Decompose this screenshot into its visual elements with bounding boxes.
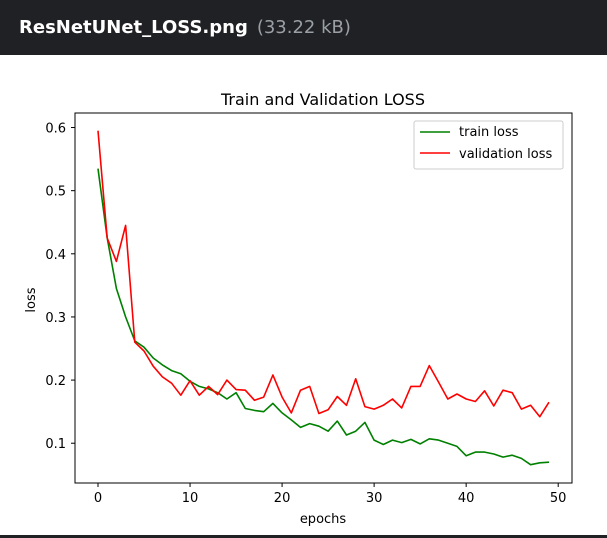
- train-loss-line: [97, 168, 550, 466]
- y-axis-label: loss: [24, 287, 39, 312]
- x-tick-label: 50: [550, 491, 567, 506]
- loss-chart: Train and Validation LOSS epochs loss 0 1…: [24, 90, 573, 527]
- image-title-bar: ResNetUNet_LOSS.png (33.22 kB): [0, 0, 607, 55]
- file-size: (33.22 kB): [256, 17, 351, 38]
- validation-loss-line: [97, 130, 550, 418]
- legend-box: [413, 120, 564, 170]
- file-name: ResNetUNet_LOSS.png: [19, 17, 248, 38]
- y-tick-label: 0.1: [45, 437, 66, 452]
- x-tick-label: 30: [366, 491, 383, 506]
- plot-area-frame: [74, 112, 573, 484]
- x-tick-label: 40: [458, 491, 475, 506]
- y-tick-label: 0.5: [45, 185, 66, 200]
- legend-label-validation: validation loss: [459, 147, 552, 162]
- y-tick-label: 0.4: [45, 248, 66, 263]
- y-tick-label: 0.6: [45, 122, 66, 137]
- series-lines: [97, 130, 550, 466]
- legend-label-train: train loss: [459, 125, 519, 140]
- y-tick-label: 0.3: [45, 311, 66, 326]
- x-tick-label: 20: [274, 491, 291, 506]
- x-tick-label: 0: [94, 491, 102, 506]
- x-axis-label: epochs: [300, 512, 347, 527]
- x-tick-label: 10: [182, 491, 199, 506]
- chart-title: Train and Validation LOSS: [220, 90, 425, 109]
- legend: train loss validation loss: [413, 120, 564, 170]
- axis-ticks: 0 10 20 30 40 50 0.1 0.2 0.3 0.4 0.5 0.6: [45, 122, 566, 506]
- y-tick-label: 0.2: [45, 374, 66, 389]
- bottom-border: [0, 535, 607, 538]
